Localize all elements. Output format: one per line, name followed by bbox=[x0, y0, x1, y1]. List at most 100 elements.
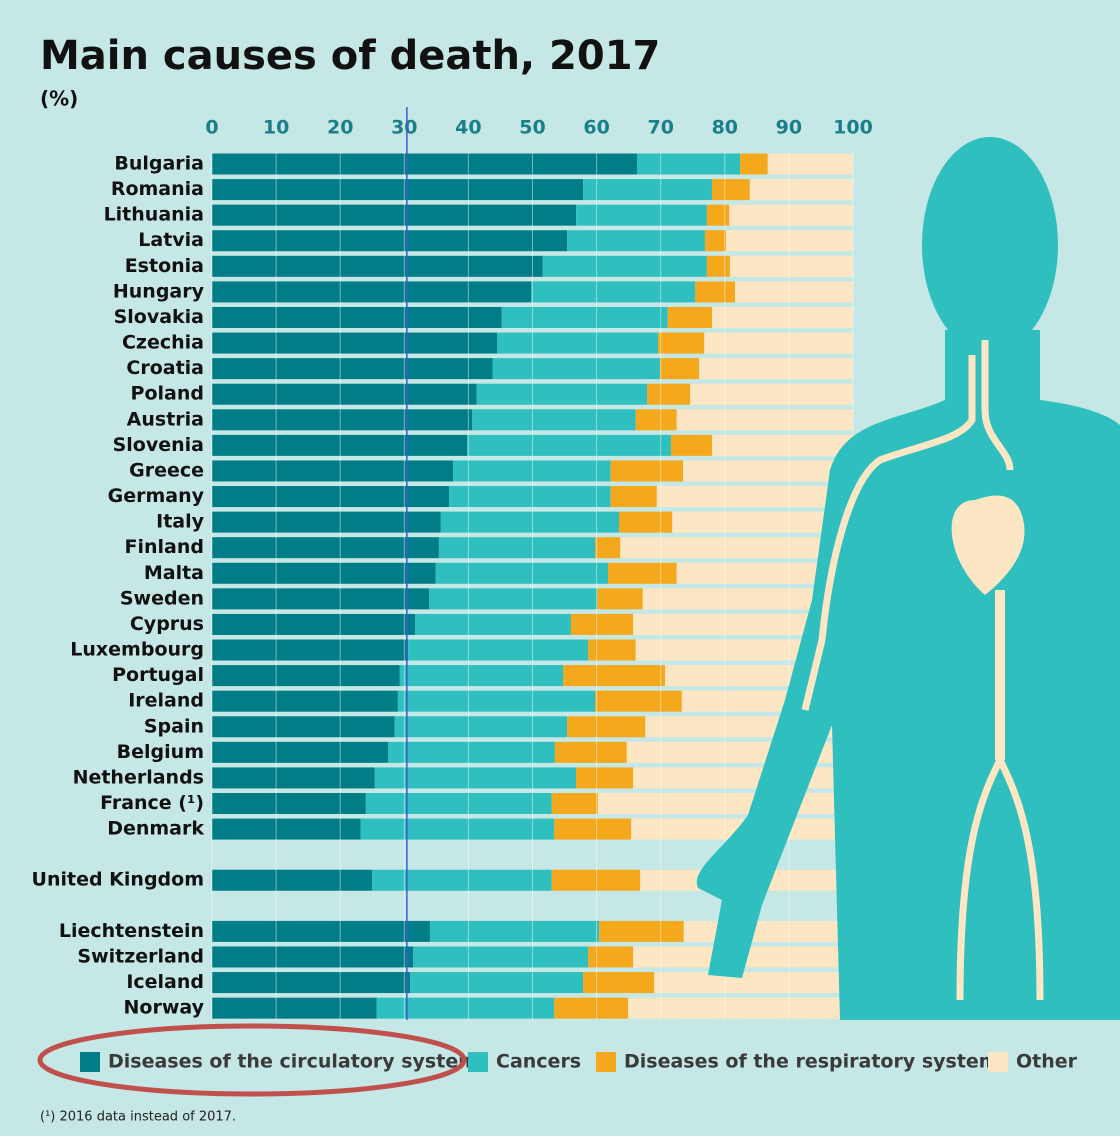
bar-segment bbox=[677, 409, 853, 430]
bar-segment bbox=[212, 537, 439, 558]
bar-segment bbox=[375, 767, 576, 788]
bar-segment bbox=[571, 614, 633, 635]
bar-segment bbox=[704, 333, 853, 354]
y-tick-label: Liechtenstein bbox=[59, 920, 204, 942]
bar-segment bbox=[497, 333, 658, 354]
bar-segment bbox=[555, 742, 627, 763]
bar-segment bbox=[660, 358, 699, 379]
bar-segment bbox=[647, 384, 690, 405]
x-tick-label: 10 bbox=[263, 117, 289, 139]
bar-segment bbox=[554, 819, 631, 840]
aorta bbox=[995, 590, 1005, 760]
bar-segment bbox=[212, 588, 429, 609]
bar-segment bbox=[388, 742, 555, 763]
y-tick-label: Ireland bbox=[128, 690, 204, 712]
bar-segment bbox=[212, 358, 493, 379]
bar-segment bbox=[595, 537, 620, 558]
bar-segment bbox=[400, 665, 563, 686]
bar-segment bbox=[212, 742, 388, 763]
bar-segment bbox=[212, 486, 449, 507]
bar-segment bbox=[212, 205, 576, 226]
bar-segment bbox=[654, 972, 853, 993]
bar-segment bbox=[608, 563, 677, 584]
bar-segment bbox=[563, 665, 665, 686]
bar-segment bbox=[502, 307, 668, 328]
chart: Main causes of death, 2017 (%) BulgariaR… bbox=[0, 0, 1120, 1136]
y-tick-label: Finland bbox=[125, 536, 204, 558]
bar-segment bbox=[212, 793, 366, 814]
bar-segment bbox=[567, 230, 705, 251]
y-tick-label: Switzerland bbox=[77, 945, 204, 967]
head bbox=[922, 137, 1058, 353]
bar-segment bbox=[212, 716, 395, 737]
y-tick-label: Greece bbox=[129, 459, 204, 481]
legend-label: Other bbox=[1016, 1051, 1078, 1073]
y-tick-label: Cyprus bbox=[130, 613, 204, 635]
y-tick-label: Luxembourg bbox=[70, 639, 204, 661]
legend-swatch bbox=[596, 1052, 616, 1072]
y-tick-label: Denmark bbox=[107, 818, 204, 840]
bar-segment bbox=[699, 358, 853, 379]
bar-segment bbox=[690, 384, 853, 405]
bar-segment bbox=[730, 256, 853, 277]
y-tick-label: Croatia bbox=[126, 357, 204, 379]
y-tick-label: Estonia bbox=[125, 255, 204, 277]
bar-segment bbox=[729, 205, 853, 226]
bar-segment bbox=[657, 486, 853, 507]
bar-segment bbox=[595, 691, 682, 712]
bar-segment bbox=[212, 333, 497, 354]
bar-segment bbox=[212, 179, 583, 200]
x-tick-label: 60 bbox=[583, 117, 609, 139]
y-tick-label: Austria bbox=[127, 408, 204, 430]
y-tick-label: Bulgaria bbox=[114, 153, 204, 175]
y-tick-label: Sweden bbox=[120, 587, 204, 609]
bar-segment bbox=[212, 563, 436, 584]
bar-segment bbox=[619, 512, 672, 533]
bar-segment bbox=[212, 230, 567, 251]
bar-segment bbox=[552, 793, 598, 814]
bar-segment bbox=[212, 409, 472, 430]
bar-segment bbox=[493, 358, 660, 379]
bar-segment bbox=[212, 435, 467, 456]
y-tick-label: Slovenia bbox=[113, 434, 204, 456]
bar-segment bbox=[212, 767, 375, 788]
bar-segment bbox=[477, 384, 648, 405]
y-tick-label: Latvia bbox=[138, 229, 204, 251]
x-tick-label: 30 bbox=[391, 117, 417, 139]
y-tick-label: Slovakia bbox=[114, 306, 204, 328]
bar-segment bbox=[683, 460, 853, 481]
bar-segment bbox=[467, 435, 671, 456]
bar-segment bbox=[212, 665, 400, 686]
bar-segment bbox=[543, 256, 707, 277]
bar-segment bbox=[436, 563, 608, 584]
bar-segment bbox=[576, 767, 633, 788]
bar-segment bbox=[212, 307, 502, 328]
bar-segment bbox=[212, 384, 477, 405]
x-tick-label: 20 bbox=[327, 117, 353, 139]
bar-segment bbox=[599, 921, 684, 942]
bar-segment bbox=[552, 870, 640, 891]
bar-segment bbox=[583, 972, 654, 993]
bar-segment bbox=[597, 588, 643, 609]
bar-segment bbox=[735, 281, 853, 302]
chart-subtitle: (%) bbox=[40, 87, 78, 111]
bar-segment bbox=[212, 870, 372, 891]
bar-segment bbox=[576, 205, 707, 226]
y-tick-label: Norway bbox=[124, 997, 205, 1019]
y-tick-label: France (¹) bbox=[100, 792, 204, 814]
x-tick-label: 70 bbox=[647, 117, 673, 139]
y-tick-label: Poland bbox=[131, 383, 204, 405]
bar-segment bbox=[212, 256, 543, 277]
y-tick-label: Netherlands bbox=[73, 766, 204, 788]
y-tick-label: Germany bbox=[108, 485, 205, 507]
x-tick-label: 0 bbox=[205, 117, 218, 139]
bar-segment bbox=[429, 588, 597, 609]
bar-segment bbox=[398, 691, 595, 712]
x-tick-label: 100 bbox=[833, 117, 873, 139]
bar-segment bbox=[588, 946, 633, 967]
bar-segment bbox=[531, 281, 695, 302]
legend-label: Diseases of the respiratory system bbox=[624, 1051, 999, 1073]
bar-segment bbox=[212, 819, 361, 840]
bar-segment bbox=[415, 614, 571, 635]
y-tick-label: Hungary bbox=[113, 280, 205, 302]
